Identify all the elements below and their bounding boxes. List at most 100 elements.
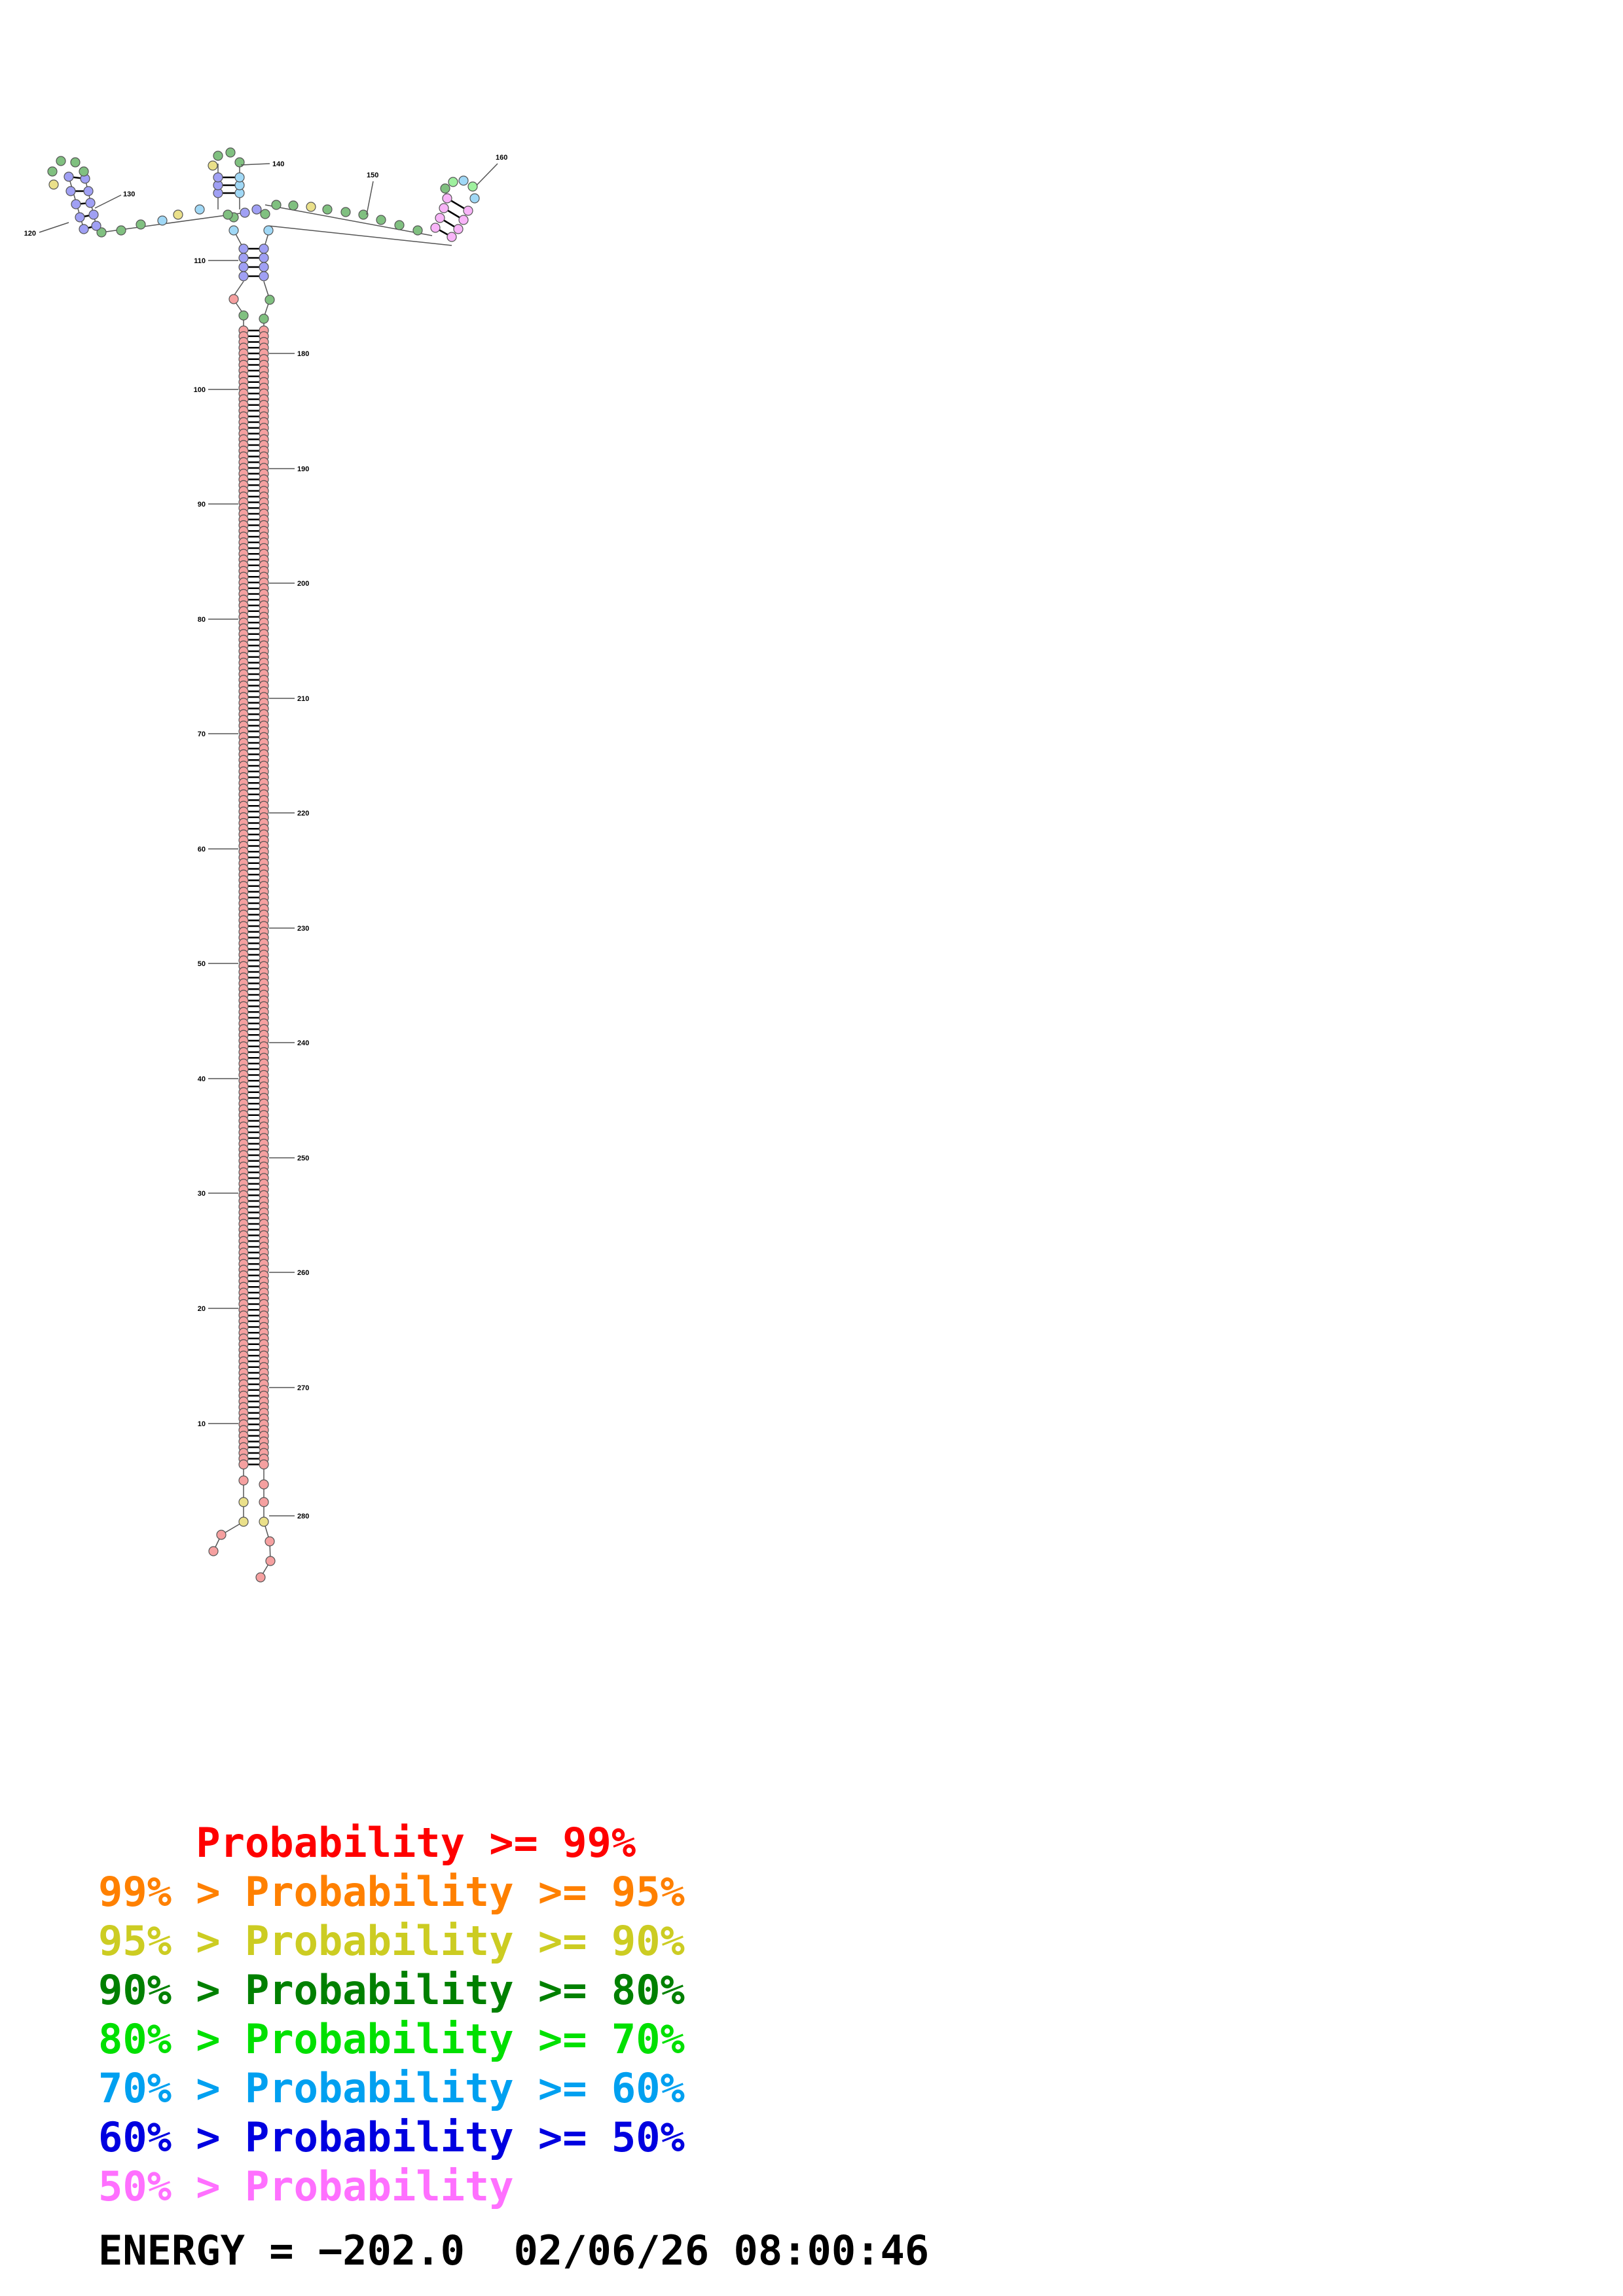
nucleotide-circle (79, 224, 89, 234)
nucleotide-circle (442, 193, 452, 204)
position-tick (39, 222, 69, 233)
position-label: 160 (496, 154, 507, 162)
nucleotide-circle (259, 271, 269, 281)
nucleotide-circle (136, 219, 146, 230)
position-label: 130 (123, 190, 135, 198)
nucleotide-circle (260, 209, 270, 219)
nucleotide-circle (225, 147, 236, 158)
nucleotide-circle (238, 243, 249, 254)
position-label: 50 (198, 960, 206, 968)
nucleotide-circle (238, 310, 249, 321)
energy-label: ENERGY = (98, 2227, 294, 2274)
nucleotide-circle (435, 213, 445, 223)
nucleotide-circle (194, 204, 205, 215)
nucleotide-circle (213, 151, 223, 161)
position-labels: 10 20 30 40 50 60 70 80 90 100 110 180 190 200 210 220 2… (24, 154, 508, 1520)
nucleotide-circle (394, 220, 405, 230)
legend-entry: 50% > Probability (98, 2162, 514, 2210)
nucleotide-circle (271, 200, 282, 210)
nucleotide-circle (238, 1475, 249, 1486)
nucleotide-circle (264, 295, 275, 305)
nucleotide-circle (458, 175, 469, 186)
nucleotide-circle (116, 225, 126, 236)
nucleotide-circle (157, 215, 168, 226)
nucleotide-circle (322, 204, 333, 215)
nucleotide-circle (259, 314, 269, 324)
position-tick (366, 181, 374, 215)
position-label: 110 (194, 257, 206, 265)
nucleotide-circle (65, 186, 76, 196)
nucleotide-circle (340, 207, 351, 217)
position-label: 60 (198, 846, 206, 853)
nucleotide-circle (70, 157, 81, 168)
position-label: 40 (198, 1075, 206, 1083)
nucleotide-circle (213, 172, 223, 183)
nucleotide-circle (265, 1556, 276, 1566)
nucleotide-circle (71, 199, 81, 209)
position-label: 10 (198, 1420, 206, 1428)
nucleotide-circle (306, 202, 316, 212)
nucleotide-circle (85, 198, 96, 208)
nucleotide-circle (259, 1497, 269, 1507)
nucleotide-circle (259, 262, 269, 272)
nucleotide-circle (240, 207, 250, 218)
nucleotide-circle (238, 262, 249, 272)
energy-footer: ENERGY = −202.0 02/06/26 08:00:46 (98, 2231, 929, 2271)
position-tick (476, 163, 498, 186)
nucleotide-circle (255, 1572, 266, 1583)
position-label: 260 (297, 1269, 309, 1277)
nucleotide-circle (288, 200, 299, 211)
nucleotide-circle (216, 1530, 227, 1540)
legend-entry: 95% > Probability >= 90% (98, 1917, 685, 1965)
position-label: 230 (297, 925, 309, 933)
nucleotide-circle (469, 193, 480, 204)
position-label: 240 (297, 1039, 309, 1047)
nucleotide-circle (223, 209, 233, 220)
position-label: 80 (198, 616, 206, 624)
nucleotide-circle (79, 166, 89, 177)
legend-entry: 70% > Probability >= 60% (98, 2064, 685, 2112)
position-label: 20 (198, 1305, 206, 1313)
nucleotide-circle (47, 166, 58, 177)
legend-entry: 90% > Probability >= 80% (98, 1966, 685, 2014)
nucleotides (47, 147, 480, 1583)
nucleotide-circle (412, 225, 423, 236)
position-label: 220 (297, 810, 309, 817)
nucleotide-circle (208, 1546, 219, 1556)
nucleotide-circle (234, 157, 245, 168)
nucleotide-circle (234, 172, 245, 183)
position-label: 70 (198, 730, 206, 738)
position-label: 100 (194, 386, 206, 394)
nucleotide-circle (238, 1497, 249, 1507)
nucleotide-circle (263, 225, 274, 236)
nucleotide-circle (453, 224, 464, 234)
nucleotide-circle (238, 1459, 249, 1470)
nucleotide-circle (88, 209, 99, 220)
position-label: 150 (367, 171, 378, 179)
nucleotide-circle (447, 232, 457, 242)
position-label: 140 (272, 160, 284, 168)
nucleotide-circle (358, 209, 369, 220)
position-tick (240, 163, 270, 166)
position-label: 90 (198, 501, 206, 509)
base-pair-bonds (68, 175, 469, 1465)
legend-entry: Probability >= 99% (98, 1819, 636, 1867)
legend-entry: 99% > Probability >= 95% (98, 1868, 685, 1916)
rna-structure-diagram: 10 20 30 40 50 60 70 80 90 100 110 180 190 200 210 220 2… (24, 147, 508, 1583)
nucleotide-circle (259, 253, 269, 263)
nucleotide-circle (91, 221, 101, 231)
nucleotide-circle (440, 183, 450, 194)
nucleotide-circle (56, 156, 66, 166)
position-label: 250 (297, 1155, 309, 1162)
position-label: 30 (198, 1190, 206, 1198)
position-label: 270 (297, 1384, 309, 1392)
nucleotide-circle (430, 223, 441, 233)
position-label: 280 (297, 1513, 309, 1520)
position-label: 190 (297, 465, 309, 473)
legend-entry: 80% > Probability >= 70% (98, 2015, 685, 2063)
nucleotide-circle (463, 206, 473, 216)
nucleotide-circle (64, 171, 74, 182)
nucleotide-circle (75, 212, 85, 223)
nucleotide-circle (264, 1536, 275, 1547)
nucleotide-circle (228, 225, 239, 236)
